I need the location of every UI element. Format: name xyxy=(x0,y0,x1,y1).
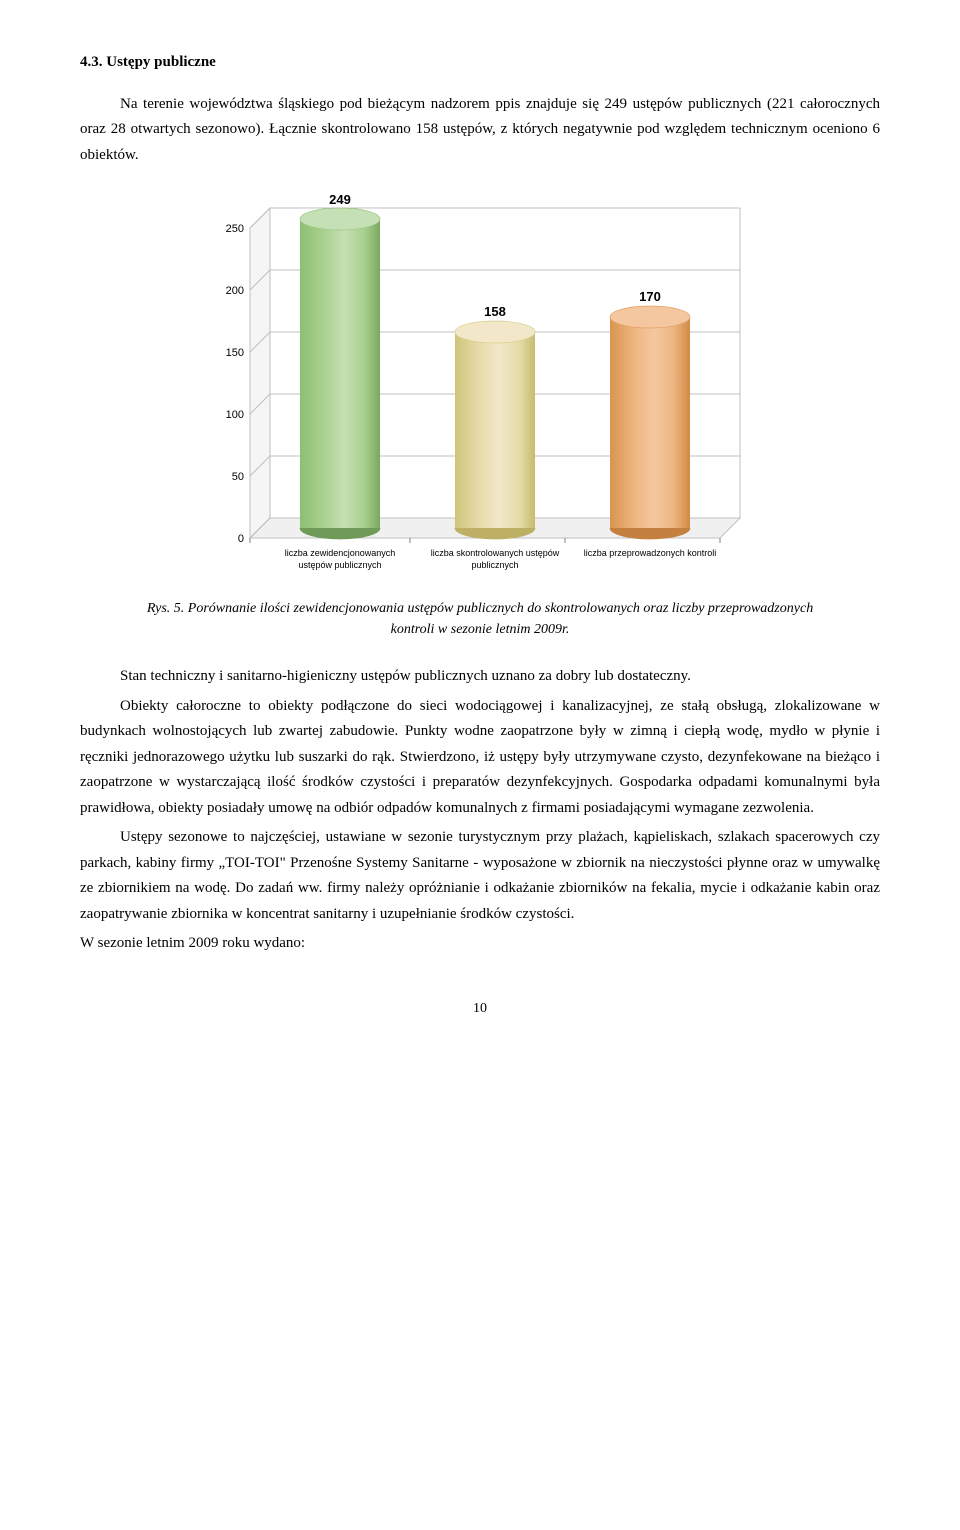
intro-paragraph: Na terenie województwa śląskiego pod bie… xyxy=(80,92,880,169)
bar-1-value: 158 xyxy=(484,304,506,319)
caption-prefix: Rys. 5. xyxy=(147,601,188,616)
bar-2-value: 170 xyxy=(639,289,661,304)
ytick-0: 0 xyxy=(238,533,244,545)
bar-0 xyxy=(300,208,380,539)
ytick-4: 200 xyxy=(226,285,244,297)
paragraph-1: Stan techniczny i sanitarno-higieniczny … xyxy=(80,664,880,690)
page-number: 10 xyxy=(80,997,880,1021)
section-heading: 4.3. Ustępy publiczne xyxy=(80,50,880,76)
paragraph-2: Obiekty całoroczne to obiekty podłączone… xyxy=(80,694,880,822)
bar-0-value: 249 xyxy=(329,192,351,207)
x-labels: liczba zewidencjonowanych ustępów public… xyxy=(285,548,717,570)
xlabel-2-line1: liczba przeprowadzonych kontroli xyxy=(584,548,717,558)
bar-2 xyxy=(610,306,690,539)
xlabel-1-line2: publicznych xyxy=(471,560,518,570)
bar-1 xyxy=(455,321,535,539)
figure-caption: Rys. 5. Porównanie ilości zewidencjonowa… xyxy=(130,598,830,640)
ytick-2: 100 xyxy=(226,409,244,421)
cylinder-bar-chart: 0 50 100 150 200 250 249 158 xyxy=(200,188,760,588)
ytick-1: 50 xyxy=(232,471,244,483)
xlabel-0-line2: ustępów publicznych xyxy=(298,560,381,570)
caption-body: Porównanie ilości zewidencjonowania ustę… xyxy=(188,601,813,637)
paragraph-3: Ustępy sezonowe to najczęściej, ustawian… xyxy=(80,825,880,927)
ytick-5: 250 xyxy=(226,223,244,235)
y-ticks: 0 50 100 150 200 250 xyxy=(226,223,244,545)
ytick-3: 150 xyxy=(226,347,244,359)
chart-container: 0 50 100 150 200 250 249 158 xyxy=(200,188,760,588)
xlabel-0-line1: liczba zewidencjonowanych xyxy=(285,548,396,558)
paragraph-4: W sezonie letnim 2009 roku wydano: xyxy=(80,931,880,957)
plot-side-wall xyxy=(250,208,270,538)
xlabel-1-line1: liczba skontrolowanych ustępów xyxy=(431,548,560,558)
